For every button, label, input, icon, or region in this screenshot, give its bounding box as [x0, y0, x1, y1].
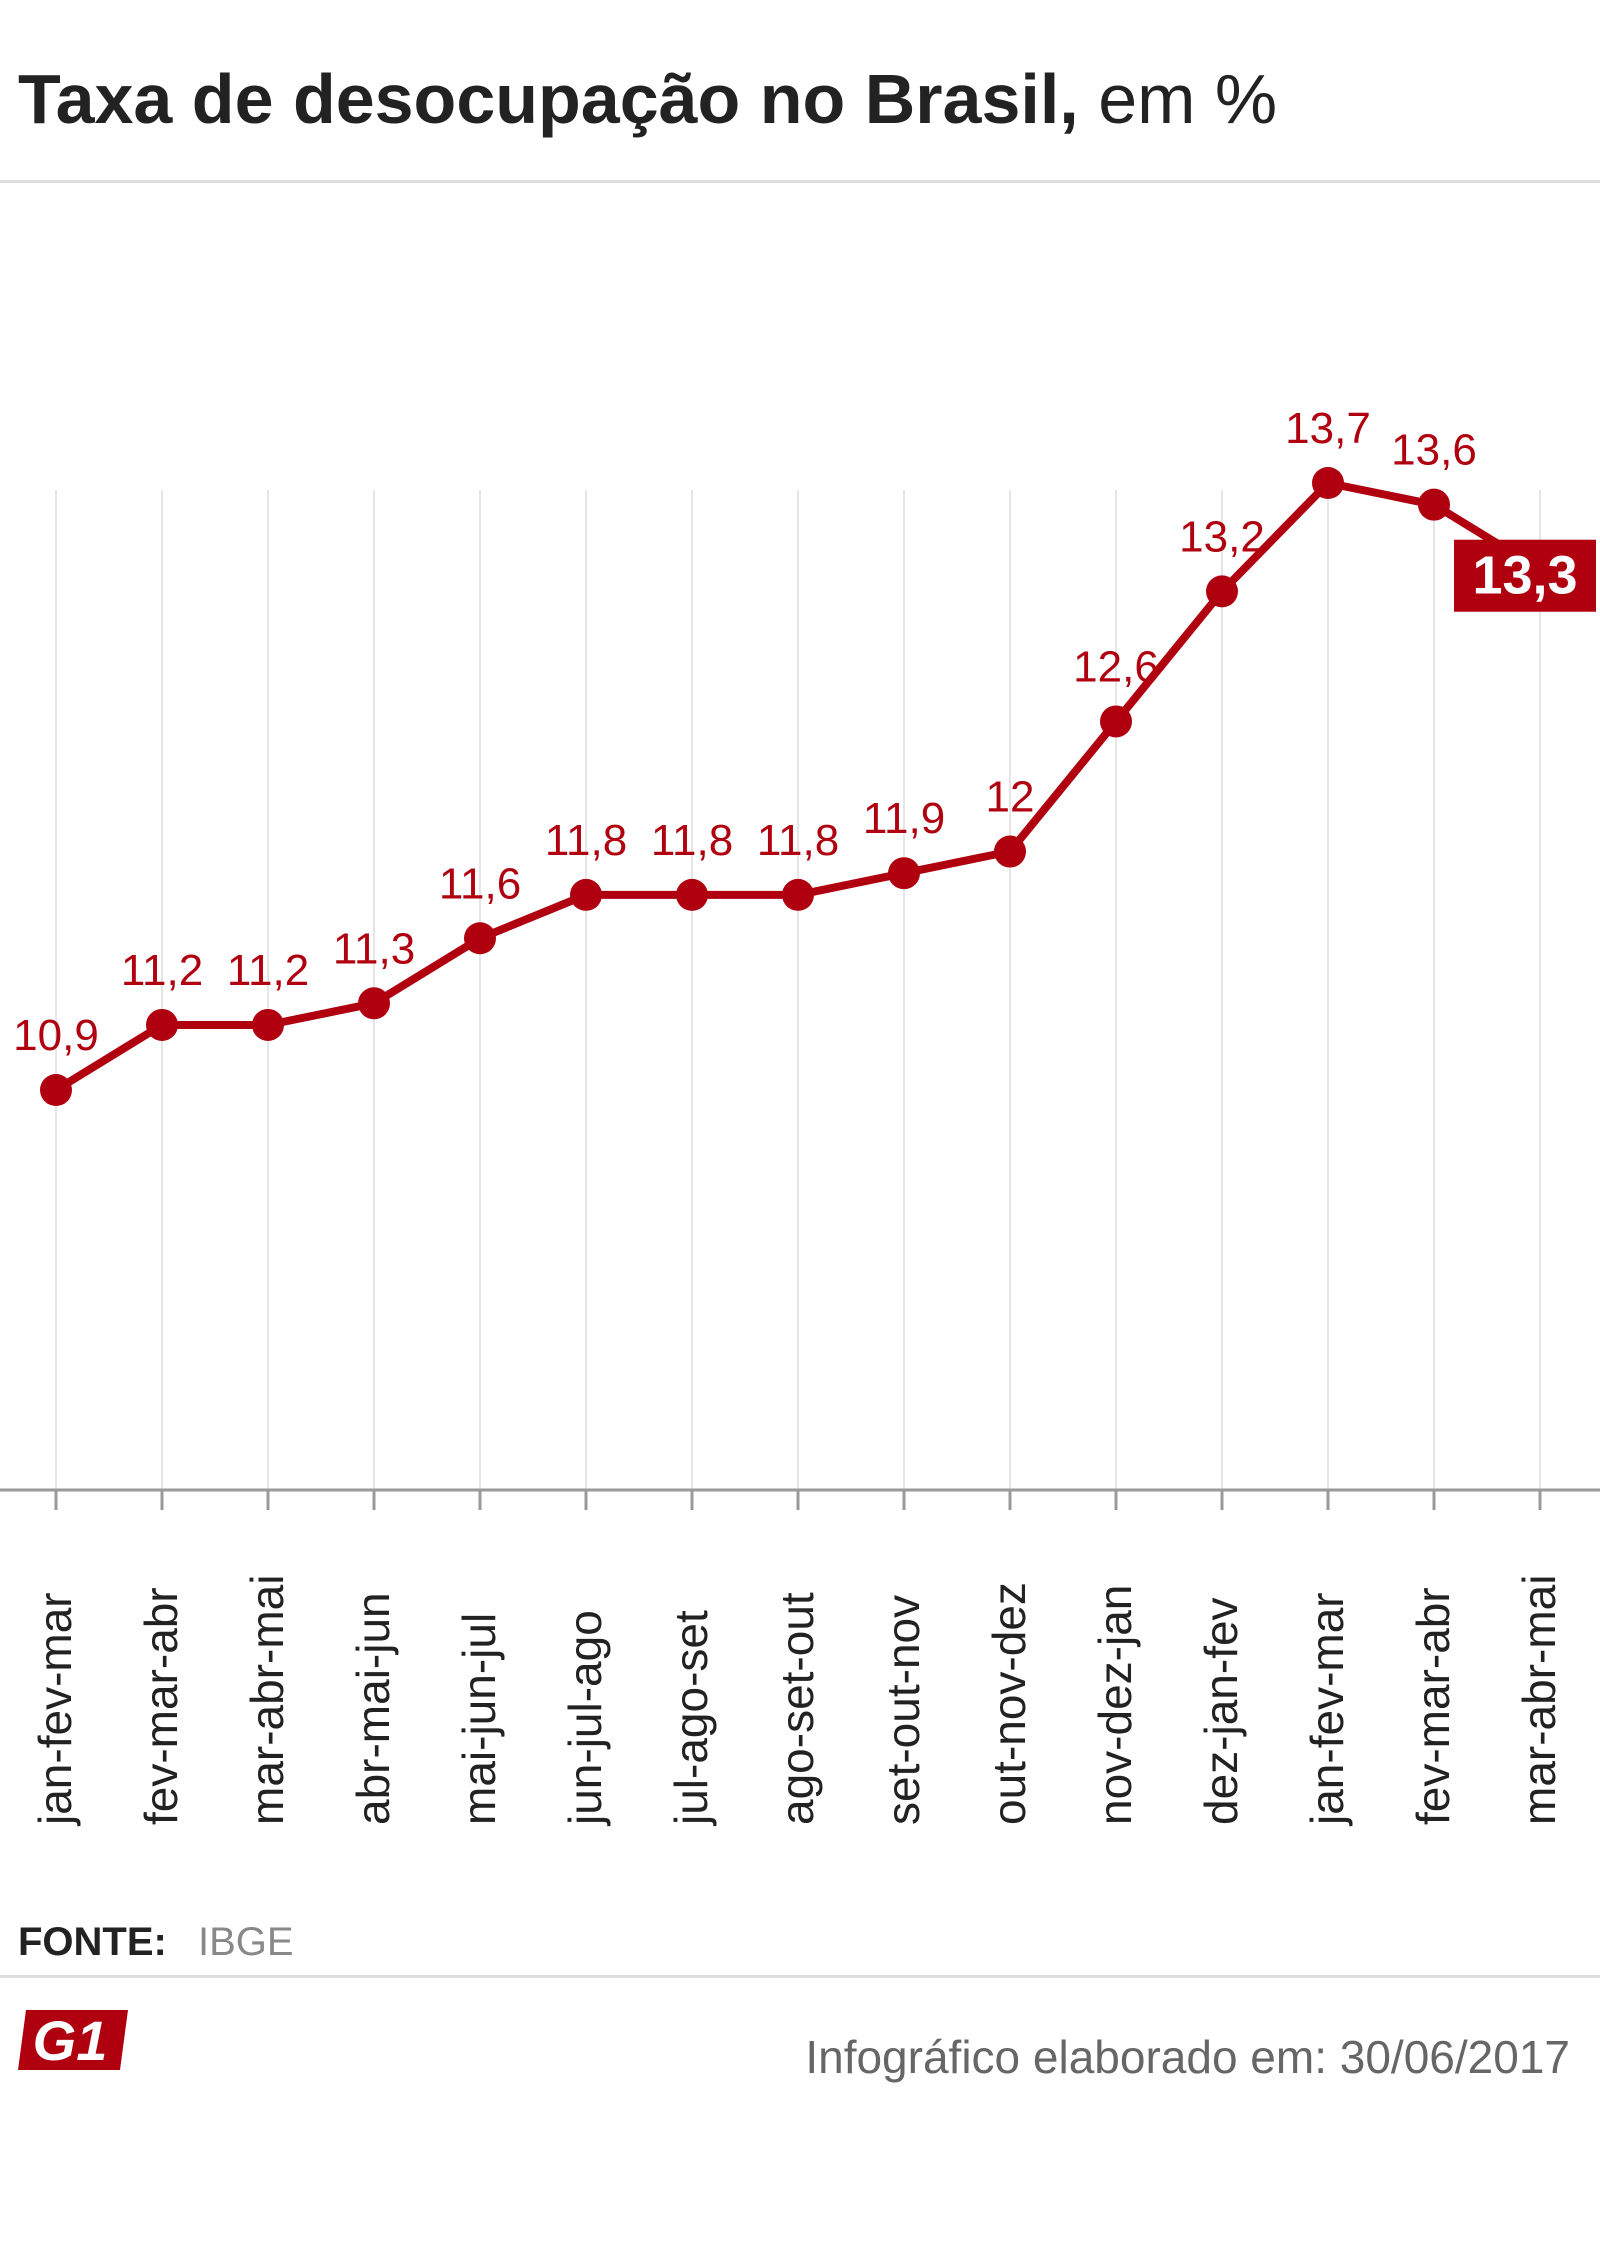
data-points — [40, 467, 1450, 1106]
data-label: 11,8 — [757, 816, 839, 865]
x-tick-label: nov-dez-jan — [1089, 1585, 1141, 1825]
x-tick-label: abr-mai-jun — [347, 1592, 399, 1825]
x-tick-label: ago-set-out — [771, 1592, 823, 1825]
data-point — [782, 878, 814, 911]
g1-logo-text: G1 — [33, 2010, 108, 2070]
highlight-data-label: 13,3 — [1472, 546, 1577, 606]
highlight-label-box — [1454, 539, 1596, 612]
source-value: IBGE — [198, 1920, 294, 1964]
x-tick-label: jan-fev-mar — [1301, 1592, 1353, 1827]
data-label: 13,7 — [1285, 404, 1371, 453]
grid-lines — [0, 490, 1600, 1510]
chart-title-unit: em % — [1098, 60, 1278, 138]
data-point — [570, 878, 602, 911]
source-line: FONTE: IBGE — [18, 1920, 294, 1965]
line-chart: 10,9 11,2 11,2 11,3 11,6 11,8 11,8 11,8 11,9 12 12… — [0, 404, 1600, 1827]
x-tick-label: jan-fev-mar — [29, 1592, 81, 1827]
chart-title: Taxa de desocupação no Brasil, em % — [18, 64, 1277, 134]
data-labels: 10,9 11,2 11,2 11,3 11,6 11,8 11,8 11,8 11,9 12 12… — [13, 404, 1596, 1060]
source-divider — [0, 1975, 1600, 1978]
data-point — [1206, 575, 1238, 608]
data-label: 11,2 — [121, 946, 203, 995]
data-point — [1100, 705, 1132, 738]
data-point — [1312, 467, 1344, 499]
data-point — [146, 1008, 178, 1041]
x-tick-label: set-out-nov — [877, 1595, 929, 1825]
data-label: 12,6 — [1073, 642, 1159, 691]
x-tick-label: jun-jul-ago — [559, 1610, 611, 1827]
data-point — [888, 857, 920, 890]
data-label: 13,6 — [1391, 426, 1477, 475]
data-label: 10,9 — [13, 1011, 99, 1060]
data-point — [252, 1008, 284, 1041]
x-tick-label: out-nov-dez — [983, 1582, 1035, 1825]
g1-logo: G1 — [18, 2010, 128, 2070]
data-label: 11,2 — [227, 946, 309, 995]
x-tick-label: mar-abr-mai — [1513, 1575, 1565, 1825]
x-tick-label: fev-mar-abr — [135, 1587, 187, 1825]
data-label: 11,9 — [863, 794, 945, 843]
chart-title-main: Taxa de desocupação no Brasil, — [18, 60, 1079, 138]
x-tick-label: fev-mar-abr — [1407, 1587, 1459, 1825]
x-tick-label: mai-jun-jul — [453, 1613, 505, 1825]
g1-logo-shape — [18, 2010, 128, 2070]
data-label: 11,8 — [545, 816, 627, 865]
data-point — [464, 922, 496, 955]
infographic-date-note: Infográfico elaborado em: 30/06/2017 — [805, 2031, 1570, 2083]
data-point — [994, 835, 1026, 868]
data-label: 13,2 — [1179, 512, 1265, 561]
data-point — [676, 878, 708, 911]
data-label: 12 — [986, 773, 1035, 822]
data-point — [358, 987, 390, 1020]
source-label: FONTE: — [18, 1920, 167, 1964]
data-point — [40, 1074, 72, 1106]
x-tick-label: mar-abr-mai — [241, 1575, 293, 1825]
x-tick-label: jul-ago-set — [665, 1610, 717, 1827]
x-axis-tick-labels: jan-fev-mar fev-mar-abr mar-abr-mai abr-mai… — [29, 1575, 1565, 1827]
data-label: 11,8 — [651, 816, 733, 865]
data-label: 11,6 — [439, 859, 521, 908]
data-label: 11,3 — [333, 924, 415, 973]
x-tick-label: dez-jan-fev — [1195, 1597, 1247, 1825]
title-divider — [0, 180, 1600, 183]
data-point — [1418, 488, 1450, 521]
